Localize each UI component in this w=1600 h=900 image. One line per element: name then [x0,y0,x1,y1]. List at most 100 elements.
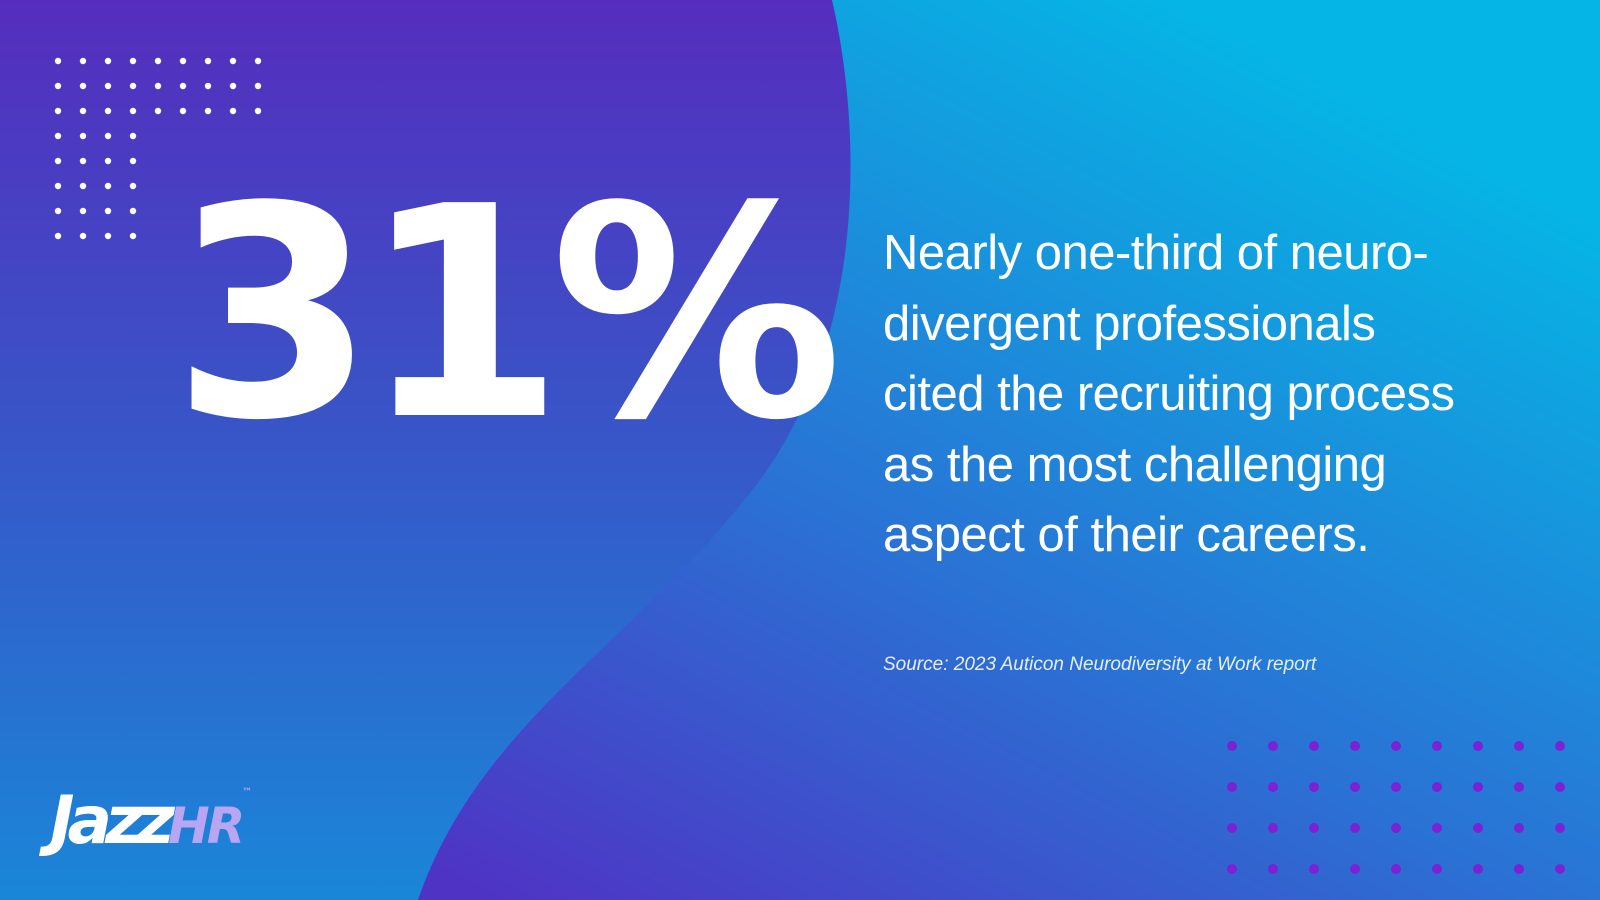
decor-dot [1268,823,1278,833]
decor-dot [179,82,187,90]
decor-dot [1432,864,1442,874]
logo-accent: HR [167,797,245,855]
decor-dot [104,232,112,240]
decor-dot [129,182,137,190]
decor-dot [129,232,137,240]
logo: JazzHR™ [50,788,252,854]
decor-dot [1473,741,1483,751]
decor-dot [1268,741,1278,751]
decor-dot [129,132,137,140]
decor-dot [104,207,112,215]
decor-dot [1268,864,1278,874]
decor-dot [1432,782,1442,792]
decor-dot [179,107,187,115]
decor-dot [1391,782,1401,792]
decor-dot [1514,823,1524,833]
decor-dot [1350,741,1360,751]
decor-dot [79,132,87,140]
background-blob [0,0,851,900]
decor-dot [1350,782,1360,792]
decor-dot [79,157,87,165]
decor-dot [1309,741,1319,751]
decor-dot [204,107,212,115]
decor-dot [79,82,87,90]
decor-dot [1514,782,1524,792]
statement-line: as the most challenging [883,437,1387,492]
decor-dot [129,207,137,215]
decor-dot [54,232,62,240]
decor-dot [229,57,237,65]
statement-line: aspect of their careers. [883,508,1370,562]
decor-dot [1350,864,1360,874]
decor-dot [129,107,137,115]
decor-dot [229,107,237,115]
decor-dot [1227,782,1237,792]
stat: 31% [172,144,843,484]
decor-dot [129,82,137,90]
decor-dot [54,132,62,140]
decor-dot [179,57,187,65]
dot-patterns [54,57,1565,874]
decor-dot [1391,741,1401,751]
decor-dot [254,57,262,65]
decor-dot [254,82,262,90]
decor-dot [1555,782,1565,792]
decor-dot [54,57,62,65]
statement: Nearly one-third of neuro-divergent prof… [883,218,1455,571]
decor-dot [79,182,87,190]
decor-dot [1432,741,1442,751]
decor-dot [1432,823,1442,833]
decor-dot [79,57,87,65]
decor-dot [104,157,112,165]
decor-dot [1227,864,1237,874]
decor-dot [104,82,112,90]
decor-dot [1514,741,1524,751]
source: Source: 2023 Auticon Neurodiversity at W… [883,654,1317,675]
decor-dot [1268,782,1278,792]
decor-dot [1473,823,1483,833]
decor-dot [54,207,62,215]
decor-dot [229,82,237,90]
decor-dot [104,107,112,115]
decor-dot [129,157,137,165]
decor-dot [1227,741,1237,751]
decor-dot [79,107,87,115]
statement-line: divergent professionals [883,296,1376,351]
decor-dot [154,57,162,65]
decor-dot [1227,823,1237,833]
decor-dot [129,57,137,65]
decor-dot [79,232,87,240]
logo-mark: ™ [242,787,253,798]
statement-line: cited the recruiting process [883,367,1455,421]
decor-dot [1473,782,1483,792]
decor-dot [54,182,62,190]
decor-dot [204,82,212,90]
decor-dot [54,157,62,165]
decor-dot [1350,823,1360,833]
decor-dot [154,82,162,90]
decor-dot [254,107,262,115]
decor-dot [104,132,112,140]
decor-dot [1309,864,1319,874]
decor-dot [1391,823,1401,833]
decor-dot [1514,864,1524,874]
decor-dot [54,82,62,90]
decor-dot [1555,741,1565,751]
decor-dot [79,207,87,215]
logo-word: Jazz [50,782,175,859]
decor-dot [1555,823,1565,833]
decor-dot [1391,864,1401,874]
decor-dot [204,57,212,65]
decor-dot [104,182,112,190]
decor-dot [1555,864,1565,874]
decor-dot [1309,823,1319,833]
decor-dot [54,107,62,115]
decor-dot [154,107,162,115]
decor-dot [1309,782,1319,792]
statement-line: Nearly one-third of neuro- [883,226,1429,280]
decor-dot [1473,864,1483,874]
decor-dot [104,57,112,65]
